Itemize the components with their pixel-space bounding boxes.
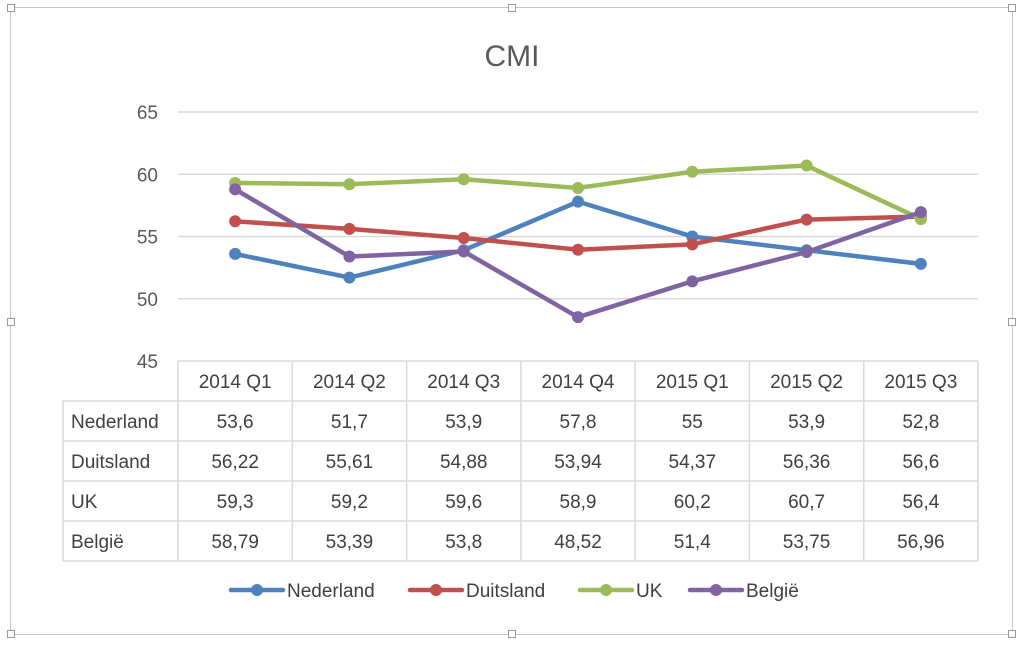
resize-handle-top-left[interactable]	[7, 4, 15, 12]
data-point	[572, 243, 584, 256]
data-point	[343, 178, 356, 191]
legend-label: UK	[636, 581, 663, 602]
table-cell-value: 56,22	[211, 452, 259, 473]
chart-title: CMI	[485, 40, 540, 73]
data-point	[229, 183, 242, 196]
table-cell-value: 53,94	[554, 452, 602, 473]
resize-handle-bottom-left[interactable]	[7, 630, 15, 638]
data-point	[686, 165, 699, 178]
resize-handle-right[interactable]	[1008, 318, 1016, 326]
data-point	[686, 238, 699, 251]
table-cell-value: 59,6	[445, 492, 482, 513]
table-series-name: België	[71, 532, 124, 553]
table-cell-value: 58,79	[211, 532, 259, 553]
y-tick-label: 65	[137, 103, 158, 124]
legend-label: Nederland	[287, 581, 375, 602]
table-cell-value: 53,6	[217, 412, 254, 433]
table-cell-value: 59,2	[331, 492, 368, 513]
data-point	[343, 222, 356, 235]
data-point	[457, 245, 470, 258]
table-cell-value: 53,39	[326, 532, 374, 553]
table-cell-value: 60,2	[674, 492, 711, 513]
x-tick-label: 2015 Q2	[770, 372, 843, 393]
table-cell-value: 53,9	[788, 412, 825, 433]
x-tick-label: 2015 Q3	[884, 372, 957, 393]
data-point	[229, 247, 242, 260]
legend-label: België	[746, 581, 799, 602]
table-cell-value: 51,7	[331, 412, 368, 433]
table-cell-value: 58,9	[560, 492, 597, 513]
data-point	[572, 181, 584, 194]
table-cell-value: 53,75	[783, 532, 831, 553]
resize-handle-left[interactable]	[7, 318, 15, 326]
x-tick-label: 2015 Q1	[656, 372, 729, 393]
data-point	[914, 257, 927, 270]
table-cell-value: 54,88	[440, 452, 488, 473]
x-tick-label: 2014 Q4	[542, 372, 615, 393]
y-tick-label: 50	[137, 290, 158, 311]
data-point	[572, 195, 584, 208]
x-tick-label: 2014 Q1	[199, 372, 272, 393]
table-cell-value: 52,8	[902, 412, 939, 433]
data-point	[457, 231, 470, 244]
data-point	[229, 215, 242, 228]
data-point	[343, 271, 356, 284]
data-point	[800, 159, 813, 172]
table-cell-value: 55,61	[326, 452, 374, 473]
table-cell-value: 56,4	[902, 492, 939, 513]
table-cell-value: 59,3	[217, 492, 254, 513]
legend-marker	[600, 584, 612, 596]
table-cell-value: 56,6	[902, 452, 939, 473]
table-series-name: Duitsland	[71, 452, 150, 473]
data-point	[686, 275, 699, 288]
data-point	[457, 173, 470, 186]
table-cell-value: 54,37	[669, 452, 717, 473]
chart-frame[interactable]	[7, 4, 1016, 638]
table-cell-value: 57,8	[560, 412, 597, 433]
table-cell-value: 51,4	[674, 532, 711, 553]
table-cell-value: 55	[682, 412, 703, 433]
legend-marker	[430, 584, 442, 596]
data-point	[914, 206, 927, 219]
table-cell-value: 48,52	[554, 532, 602, 553]
table-cell-value: 53,8	[445, 532, 482, 553]
resize-handle-bottom[interactable]	[508, 630, 516, 638]
resize-handle-bottom-right[interactable]	[1008, 630, 1016, 638]
legend-marker	[710, 584, 722, 596]
y-tick-label: 60	[137, 165, 158, 186]
data-point	[343, 250, 356, 263]
resize-handle-top-right[interactable]	[1008, 4, 1016, 12]
table-cell-value: 56,36	[783, 452, 831, 473]
data-point	[800, 246, 813, 259]
resize-handle-top[interactable]	[508, 4, 516, 12]
series-line	[232, 199, 924, 280]
table-cell-value: 56,96	[897, 532, 945, 553]
x-tick-label: 2014 Q3	[427, 372, 500, 393]
data-point	[800, 213, 813, 226]
y-tick-label: 55	[137, 228, 158, 249]
y-tick-label: 45	[137, 352, 158, 373]
table-cell-value: 53,9	[445, 412, 482, 433]
legend-marker	[251, 584, 263, 596]
table-series-name: Nederland	[71, 412, 159, 433]
table-series-name: UK	[71, 492, 98, 513]
legend-label: Duitsland	[466, 581, 545, 602]
table-cell-value: 60,7	[788, 492, 825, 513]
data-point	[572, 311, 584, 324]
x-tick-label: 2014 Q2	[313, 372, 386, 393]
